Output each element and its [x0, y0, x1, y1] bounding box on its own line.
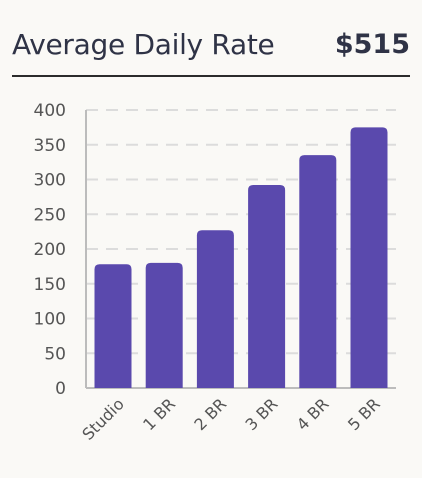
bars	[94, 127, 388, 388]
x-tick-label: Studio	[78, 394, 127, 443]
y-tick-label: 150	[34, 275, 66, 295]
headline-value: $515	[334, 28, 410, 60]
bar-2-br	[196, 230, 234, 388]
chart-header: Average Daily Rate $515	[12, 18, 410, 70]
x-tick-label: 5 BR	[344, 394, 384, 434]
header-divider	[12, 75, 410, 77]
y-tick-label: 50	[44, 344, 66, 364]
grid-lines	[86, 109, 396, 355]
bar-5-br	[350, 127, 388, 388]
x-tick-label: 4 BR	[293, 394, 333, 434]
y-tick-label: 0	[55, 379, 66, 399]
axes	[85, 110, 396, 389]
y-tick-label: 300	[34, 171, 66, 191]
x-tick-labels: Studio 1 BR 2 BR 3 BR 4 BR 5 BR	[78, 394, 383, 443]
x-tick-label: 2 BR	[190, 394, 230, 434]
bar-studio	[94, 264, 132, 388]
x-tick-label: 1 BR	[139, 394, 179, 434]
chart-title: Average Daily Rate	[12, 27, 275, 61]
y-tick-label: 200	[34, 240, 66, 260]
bar-4-br	[299, 155, 337, 388]
y-tick-label: 400	[34, 101, 66, 121]
y-tick-label: 350	[34, 136, 66, 156]
bar-3-br	[248, 185, 286, 388]
y-tick-labels: 0 50 100 150 200 250 300 350 400	[34, 101, 66, 399]
bar-1-br	[145, 262, 183, 388]
y-tick-label: 100	[34, 310, 66, 330]
y-tick-label: 250	[34, 205, 66, 225]
x-tick-label: 3 BR	[242, 394, 282, 434]
